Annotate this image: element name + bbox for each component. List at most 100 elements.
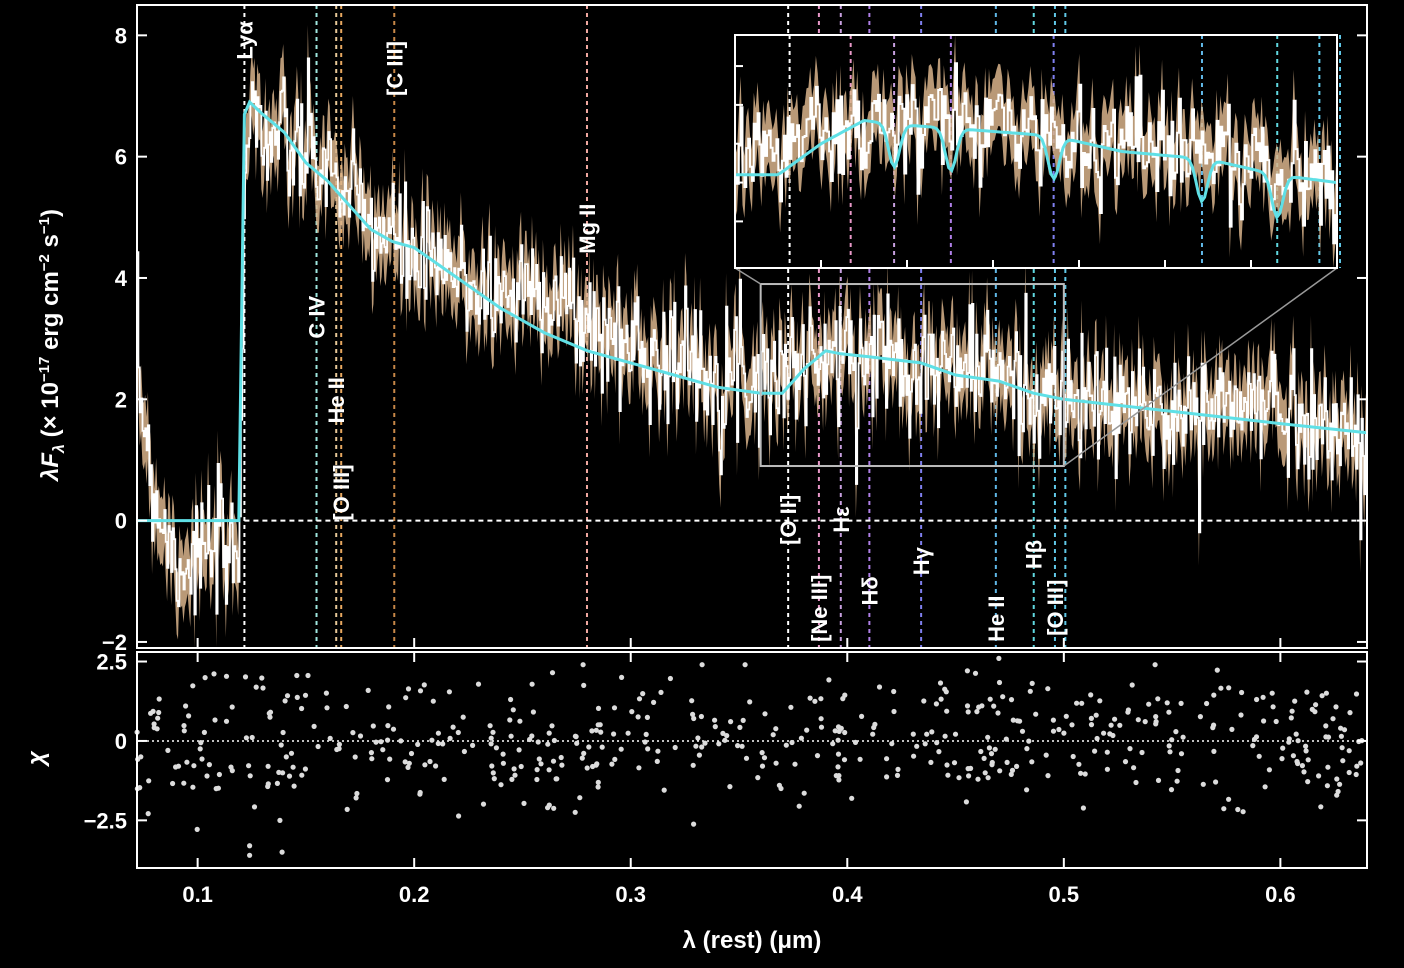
- residual-point: [299, 705, 305, 712]
- residual-point: [735, 743, 741, 749]
- residual-point: [1353, 771, 1359, 778]
- residual-point: [1000, 694, 1006, 700]
- residual-point: [1029, 759, 1035, 765]
- residual-point: [595, 779, 601, 786]
- residual-point: [818, 716, 824, 722]
- residual-point: [267, 709, 274, 715]
- residual-point: [1323, 690, 1329, 696]
- residual-point: [1088, 722, 1095, 728]
- residual-point: [500, 751, 506, 757]
- chi-tick-label: 2.5: [96, 650, 127, 675]
- residual-point: [724, 733, 730, 739]
- residual-point: [247, 843, 253, 849]
- residual-point: [826, 677, 832, 683]
- residual-point: [914, 743, 920, 749]
- residual-point: [1008, 697, 1015, 703]
- residual-point: [1325, 764, 1331, 770]
- residual-point: [996, 655, 1002, 661]
- residual-point: [1210, 725, 1216, 731]
- chi-tick-label: −2.5: [84, 808, 127, 833]
- residual-point: [204, 773, 210, 779]
- residual-point: [1323, 723, 1329, 729]
- residual-point: [1295, 760, 1301, 767]
- residual-point: [1174, 778, 1180, 784]
- residual-point: [508, 733, 514, 739]
- residual-point: [460, 714, 466, 720]
- residual-point: [558, 754, 564, 761]
- residual-point: [1078, 770, 1084, 776]
- residual-point: [942, 686, 948, 692]
- chi-axis-ticks: −2.5 0 2.5: [84, 650, 1367, 833]
- residual-point: [968, 765, 974, 772]
- residual-point: [529, 681, 535, 687]
- residual-point: [995, 710, 1001, 716]
- residual-point: [1152, 662, 1158, 668]
- residual-point: [619, 674, 625, 681]
- residual-point: [1254, 696, 1260, 703]
- residual-point: [1337, 781, 1343, 787]
- emission-line-label: Hδ: [857, 576, 882, 605]
- residual-point: [963, 799, 970, 805]
- residual-point: [1175, 767, 1181, 774]
- residual-point: [1069, 722, 1075, 728]
- residual-point: [1131, 765, 1137, 771]
- residual-point: [1334, 776, 1340, 782]
- residual-point: [690, 711, 696, 718]
- residual-point: [1139, 749, 1145, 756]
- residual-point: [1235, 806, 1241, 813]
- residual-point: [818, 724, 825, 730]
- residual-point: [636, 765, 642, 771]
- residual-point: [1129, 682, 1135, 688]
- residual-point: [186, 713, 192, 719]
- residual-point: [380, 747, 386, 753]
- flux-tick-label: 2: [115, 387, 127, 412]
- residual-point: [228, 764, 234, 770]
- residual-point: [194, 826, 200, 833]
- residual-point: [1168, 787, 1175, 793]
- residual-point: [191, 763, 197, 769]
- residual-point: [493, 745, 499, 751]
- residual-point: [521, 800, 527, 807]
- residual-point: [276, 769, 282, 776]
- residual-point: [635, 714, 641, 720]
- residual-point: [798, 735, 805, 741]
- residual-point: [1166, 743, 1172, 749]
- residual-point: [894, 772, 901, 779]
- residual-point: [1050, 717, 1056, 723]
- residual-point: [801, 790, 807, 796]
- residual-point: [759, 763, 766, 769]
- residual-point: [832, 728, 838, 734]
- residual-point: [488, 735, 494, 741]
- residual-point: [183, 703, 189, 709]
- residual-point: [279, 849, 285, 855]
- residual-point: [283, 754, 289, 760]
- residual-point: [253, 684, 259, 690]
- emission-line-label: He II: [984, 595, 1009, 641]
- residual-point: [755, 775, 761, 781]
- residual-point: [937, 680, 944, 686]
- residual-point: [429, 737, 435, 743]
- residual-point: [181, 728, 187, 734]
- residual-point: [1211, 692, 1217, 698]
- residual-point: [500, 760, 506, 766]
- residual-point: [305, 672, 311, 679]
- residual-point: [387, 756, 393, 762]
- residual-point: [201, 729, 207, 736]
- residual-point: [1061, 730, 1067, 736]
- inset-error-band: [735, 35, 1337, 268]
- residual-point: [299, 772, 305, 778]
- residual-point: [549, 723, 555, 729]
- residual-point: [581, 682, 587, 689]
- residual-point: [951, 760, 958, 766]
- residual-point: [818, 696, 824, 702]
- residual-point: [654, 758, 660, 765]
- residual-point: [1288, 715, 1294, 721]
- inset-model-flux-line: [735, 118, 1338, 221]
- residual-point: [181, 723, 187, 729]
- residual-point: [1301, 769, 1307, 775]
- residual-point: [551, 805, 557, 811]
- residual-point: [835, 764, 841, 770]
- residual-point: [550, 758, 557, 764]
- residual-point: [712, 717, 718, 723]
- residual-point: [1167, 749, 1173, 755]
